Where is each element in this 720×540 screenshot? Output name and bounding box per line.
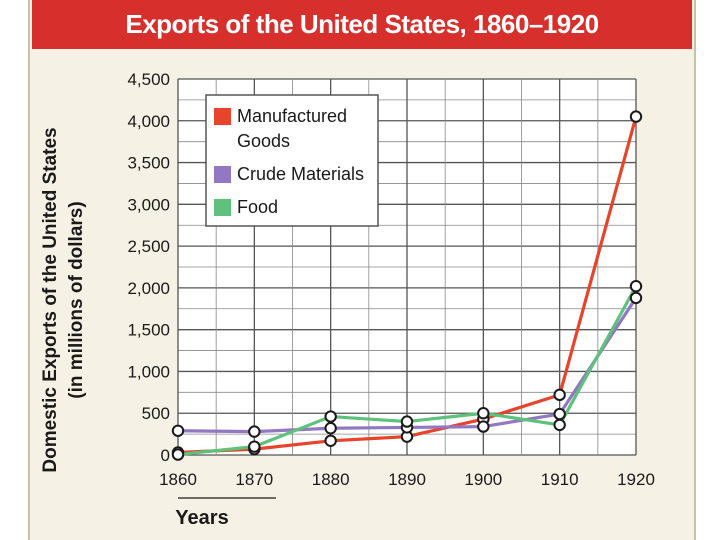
data-point bbox=[553, 388, 566, 402]
y-axis-ticks: 0 500 1,000 1,500 2,000 2,500 3,000 3,500 4,000 4… bbox=[127, 70, 170, 465]
legend-label: Food bbox=[237, 197, 278, 217]
data-points bbox=[171, 110, 643, 461]
y-axis-title: Domestic Exports of the United States (i… bbox=[40, 127, 87, 472]
x-tick-label: 1890 bbox=[388, 470, 426, 489]
data-point bbox=[400, 415, 414, 428]
x-tick-label: 1900 bbox=[464, 470, 502, 489]
legend-label: Crude Materials bbox=[237, 164, 364, 184]
legend-swatch bbox=[214, 108, 231, 125]
y-tick-label: 2,000 bbox=[127, 279, 170, 298]
data-point bbox=[248, 425, 261, 438]
legend-swatch bbox=[214, 199, 231, 216]
y-tick-label: 0 bbox=[161, 446, 170, 465]
data-point bbox=[324, 434, 337, 447]
y-tick-label: 1,500 bbox=[127, 321, 170, 340]
data-point bbox=[553, 407, 566, 421]
legend-label-line2: Goods bbox=[237, 131, 290, 151]
y-tick-label: 3,000 bbox=[127, 195, 170, 214]
title-bar bbox=[32, 0, 692, 49]
legend-label: Manufactured bbox=[237, 106, 347, 126]
y-tick-label: 1,000 bbox=[127, 362, 170, 381]
x-tick-label: 1860 bbox=[159, 470, 197, 489]
legend-box bbox=[205, 94, 379, 227]
chart-title: Exports of the United States, 1860–1920 bbox=[125, 9, 599, 39]
x-axis-ticks: 1860 1870 1880 1890 1900 1910 1920 bbox=[159, 470, 655, 489]
data-point bbox=[477, 420, 490, 433]
legend: Manufactured Goods Crude Materials Food bbox=[205, 94, 379, 227]
data-point bbox=[629, 110, 643, 123]
x-tick-label: 1870 bbox=[235, 470, 273, 489]
data-point bbox=[477, 407, 490, 420]
data-point bbox=[248, 440, 261, 453]
data-point bbox=[324, 422, 337, 435]
y-tick-label: 4,000 bbox=[127, 112, 170, 131]
y-tick-label: 2,500 bbox=[127, 237, 170, 256]
y-tick-label: 500 bbox=[142, 404, 170, 423]
x-tick-label: 1910 bbox=[541, 470, 579, 489]
data-point bbox=[324, 410, 337, 423]
y-axis-title-line2: (in millions of dollars) bbox=[66, 201, 87, 398]
data-point bbox=[629, 291, 643, 305]
data-point bbox=[553, 418, 566, 432]
data-point bbox=[171, 448, 185, 461]
x-axis-title: Years bbox=[175, 507, 228, 529]
legend-swatch bbox=[214, 166, 231, 183]
y-axis-title-line1: Domestic Exports of the United States bbox=[40, 127, 61, 472]
data-point bbox=[171, 424, 185, 437]
x-tick-label: 1920 bbox=[617, 470, 655, 489]
data-point bbox=[629, 280, 643, 293]
y-tick-label: 3,500 bbox=[127, 154, 170, 173]
x-tick-label: 1880 bbox=[312, 470, 350, 489]
y-tick-label: 4,500 bbox=[127, 70, 170, 89]
